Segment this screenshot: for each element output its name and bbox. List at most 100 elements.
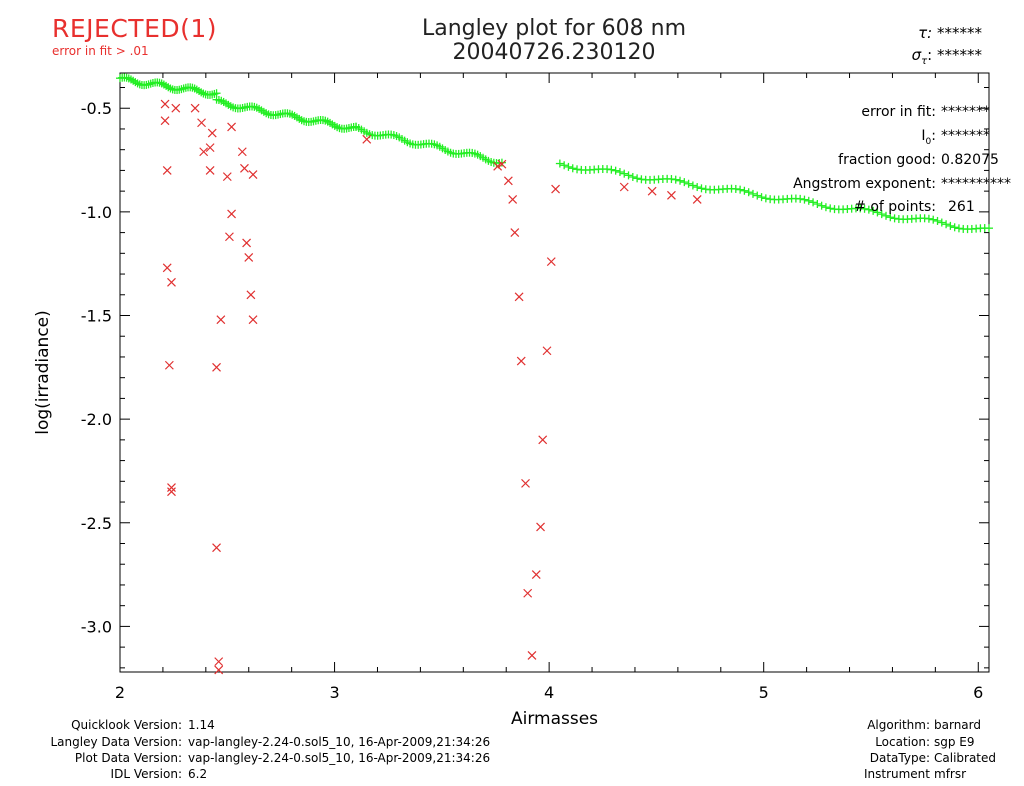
rejected-point: [216, 315, 226, 325]
rejected-point: [212, 362, 221, 372]
accepted-point: [813, 200, 822, 209]
accepted-point: [731, 184, 740, 193]
accepted-point: [890, 214, 899, 223]
i0-label: I0:: [921, 128, 936, 147]
x-tick-label: 5: [759, 683, 769, 702]
quicklook-version-label: Quicklook Version:: [71, 718, 182, 732]
rejected-point: [692, 195, 702, 204]
location-label: Location:: [875, 735, 930, 749]
accepted-point: [676, 176, 685, 185]
plot-data-version-label: Plot Data Version:: [74, 751, 182, 765]
rejected-point: [242, 238, 252, 248]
x-tick-label: 2: [115, 683, 125, 702]
rejected-point: [619, 182, 629, 192]
error-in-fit-label: error in fit:: [861, 104, 936, 120]
accepted-point: [950, 223, 959, 232]
langley-data-version-value: vap-langley-2.24-0.sol5_10, 16-Apr-2009,…: [188, 735, 491, 749]
fraction-good-label: fraction good:: [838, 152, 936, 168]
rejected-point: [164, 360, 174, 370]
rejected-point: [546, 257, 556, 267]
rejected-point: [162, 165, 172, 175]
y-axis-label: log(irradiance): [33, 310, 53, 435]
rejected-point: [527, 650, 537, 660]
points-value: 261: [948, 199, 975, 215]
rejected-point: [523, 588, 533, 598]
accepted-point: [937, 218, 946, 227]
x-axis-label: Airmasses: [511, 709, 598, 729]
x-tick-label: 4: [544, 683, 554, 702]
x-tick-label: 3: [329, 683, 339, 702]
accepted-point: [796, 194, 805, 203]
plot-frame: [119, 72, 990, 673]
x-tick-label: 6: [973, 683, 983, 702]
angstrom-label: Angstrom exponent:: [793, 176, 936, 192]
instrument-label: Instrument: [863, 767, 930, 781]
rejected-point: [160, 99, 170, 109]
rejected-point: [516, 356, 526, 366]
rejected-point: [167, 277, 176, 287]
accepted-point: [624, 171, 633, 180]
accepted-point: [761, 194, 770, 203]
datatype-value: Calibrated: [934, 751, 997, 765]
y-tick-label: -0.5: [81, 99, 112, 118]
rejected-point: [237, 147, 247, 157]
rejected-point: [510, 228, 520, 238]
accepted-point: [757, 193, 766, 202]
sigma-tau-value: ******: [937, 46, 982, 64]
accepted-point: [933, 216, 942, 225]
accepted-point: [886, 213, 895, 222]
rejected-point: [531, 570, 541, 580]
rejected-point: [240, 163, 249, 173]
accepted-point: [882, 211, 891, 220]
accepted-point: [633, 174, 642, 183]
algorithm-label: Algorithm:: [867, 718, 930, 732]
rejected-point: [214, 657, 224, 667]
sigma-tau-readout: στ: ******: [911, 46, 982, 67]
idl-version-label: IDL Version:: [110, 767, 182, 781]
rejected-point: [167, 483, 176, 492]
fraction-good-value: 0.82075: [941, 152, 999, 168]
accepted-point: [929, 215, 938, 224]
accepted-point: [869, 206, 878, 215]
accepted-point: [877, 210, 886, 219]
idl-version-value: 6.2: [188, 767, 208, 781]
rejected-point: [362, 134, 372, 144]
accepted-point: [680, 178, 689, 187]
accepted-point: [564, 162, 573, 171]
rejected-point: [197, 118, 206, 128]
tau-value: ******: [937, 24, 982, 42]
accepted-point: [942, 220, 951, 229]
accepted-point: [688, 181, 697, 190]
y-tick-label: -2.0: [81, 410, 112, 429]
rejected-point: [225, 232, 234, 242]
accepted-point: [620, 169, 629, 178]
rejected-point: [538, 435, 548, 445]
y-tick-label: -1.5: [81, 307, 112, 326]
rejected-point: [493, 161, 503, 171]
rejected-point: [503, 176, 513, 186]
sigma-subscript: τ: [921, 56, 928, 67]
rejected-point: [248, 170, 258, 179]
rejected-point: [171, 103, 181, 113]
rejected-point: [167, 487, 176, 497]
accepted-point: [873, 208, 882, 217]
accepted-point: [611, 166, 620, 175]
rejected-point: [514, 292, 524, 302]
rejected-point: [205, 143, 215, 153]
y-tick-label: -1.0: [81, 203, 112, 222]
rejected-point: [551, 184, 560, 194]
i0-value: *******: [941, 128, 990, 144]
plot-data-version-value: vap-langley-2.24-0.sol5_10, 16-Apr-2009,…: [188, 751, 491, 765]
y-tick-label: -3.0: [81, 617, 112, 636]
rejected-point: [497, 159, 507, 169]
accepted-point: [736, 185, 745, 194]
accepted-point: [924, 214, 933, 223]
accepted-point: [817, 201, 826, 210]
accepted-point: [864, 205, 873, 214]
accepted-point: [946, 221, 955, 230]
angstrom-value: **********: [941, 176, 1011, 192]
accepted-point: [693, 183, 702, 192]
rejected-point: [205, 165, 215, 175]
rejected-point: [521, 478, 530, 488]
